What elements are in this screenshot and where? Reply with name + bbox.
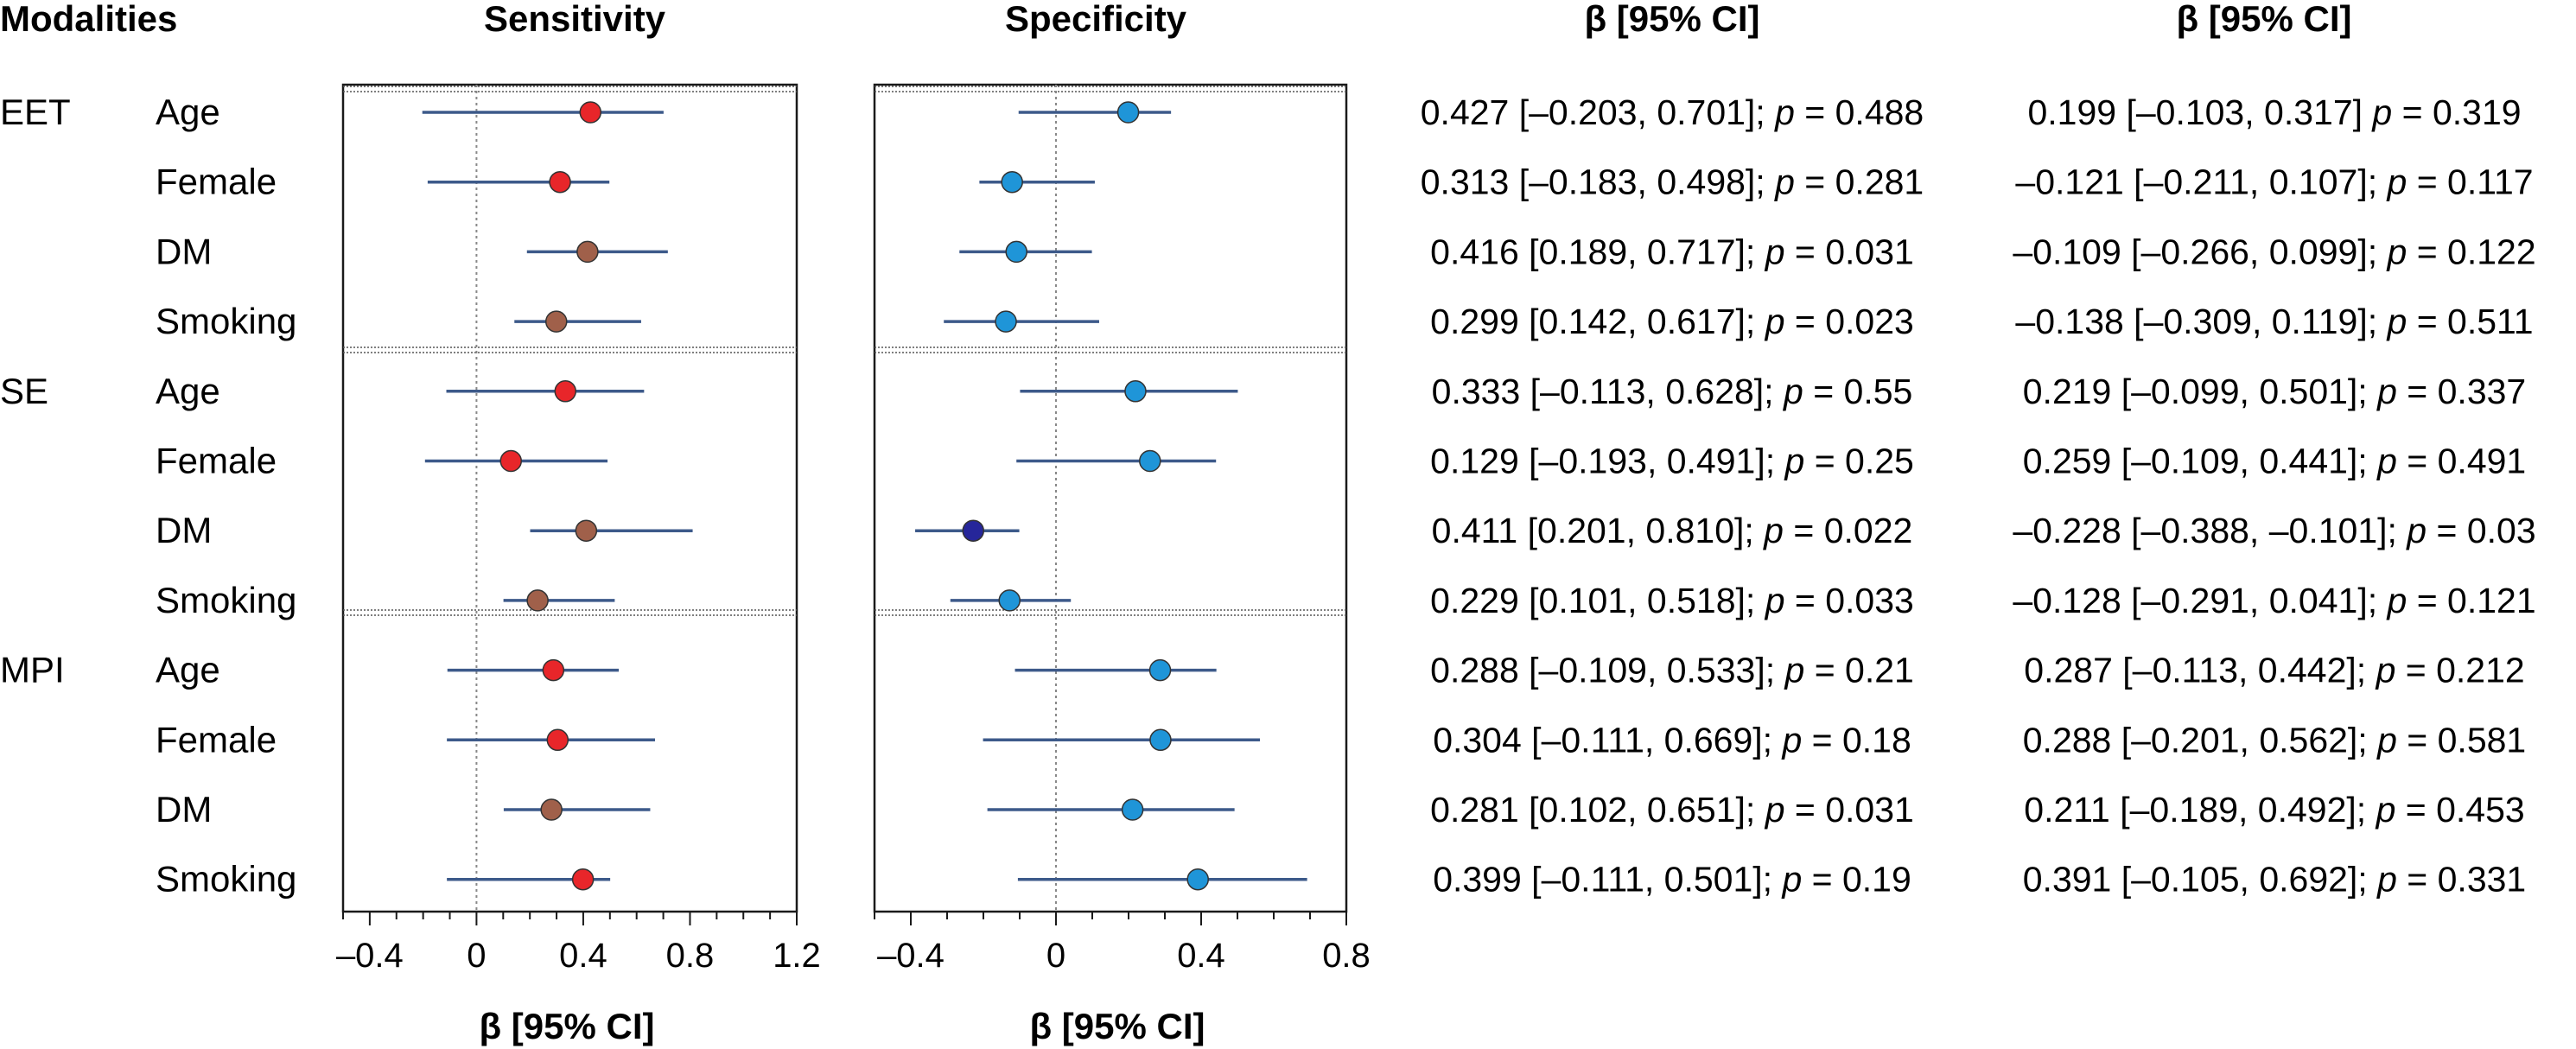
beta-cell-sensitivity: 0.288 [–0.109, 0.533]; p = 0.21 bbox=[1430, 651, 1914, 690]
point-estimate-marker bbox=[571, 868, 595, 891]
point-estimate-marker bbox=[575, 519, 598, 542]
beta-cell-sensitivity: 0.304 [–0.111, 0.669]; p = 0.18 bbox=[1433, 720, 1911, 760]
point-estimate-marker bbox=[1005, 240, 1027, 264]
point-estimate-marker bbox=[1148, 658, 1172, 682]
group-label: SE bbox=[0, 371, 48, 411]
beta-cell-sensitivity: 0.229 [0.101, 0.518]; p = 0.033 bbox=[1430, 581, 1914, 620]
row-labels: Age Female DM Smoking Age Female DM Smoking Age F… bbox=[0, 92, 296, 900]
beta-cell-sensitivity: 0.129 [–0.193, 0.491]; p = 0.25 bbox=[1430, 442, 1914, 481]
header-specificity: Specificity bbox=[1005, 0, 1187, 39]
point-estimate-marker bbox=[995, 310, 1017, 333]
row-label: Female bbox=[156, 162, 277, 202]
panel-frame bbox=[873, 83, 1348, 913]
point-estimate-marker bbox=[542, 658, 565, 682]
beta-table: 0.427 [–0.203, 0.701]; p = 0.488 0.199 [–… bbox=[1421, 92, 2536, 900]
beta-cell-specificity: 0.287 [–0.113, 0.442]; p = 0.212 bbox=[2024, 651, 2524, 690]
point-estimate-marker bbox=[579, 101, 602, 124]
row-label: Age bbox=[156, 92, 220, 132]
point-estimate-marker bbox=[499, 449, 522, 473]
x-tick-label: 0 bbox=[467, 937, 486, 975]
row-label: DM bbox=[156, 231, 212, 271]
x-tick-label: 0.4 bbox=[559, 937, 607, 975]
row-label: Smoking bbox=[156, 301, 296, 341]
beta-cell-sensitivity: 0.416 [0.189, 0.717]; p = 0.031 bbox=[1430, 232, 1914, 271]
x-tick-label: 0.8 bbox=[666, 937, 715, 975]
x-tick-label: –0.4 bbox=[877, 937, 945, 975]
point-estimate-marker bbox=[1139, 449, 1161, 473]
x-tick-label: 1.2 bbox=[773, 937, 821, 975]
x-tick-label: –0.4 bbox=[336, 937, 404, 975]
point-estimate-marker bbox=[545, 310, 568, 333]
row-label: Smoking bbox=[156, 580, 296, 620]
xlabel-specificity: β [95% CI] bbox=[1029, 1006, 1205, 1046]
beta-cell-specificity: –0.228 [–0.388, –0.101]; p = 0.03 bbox=[2013, 511, 2535, 550]
beta-cell-specificity: 0.288 [–0.201, 0.562]; p = 0.581 bbox=[2023, 720, 2526, 760]
row-label: Female bbox=[156, 719, 277, 760]
group-label: EET bbox=[0, 92, 71, 132]
beta-cell-specificity: –0.138 [–0.309, 0.119]; p = 0.511 bbox=[2015, 302, 2533, 341]
x-tick-label: 0 bbox=[1046, 937, 1065, 975]
point-estimate-marker bbox=[546, 728, 569, 752]
point-estimate-marker bbox=[554, 380, 576, 403]
beta-cell-specificity: 0.219 [–0.099, 0.501]; p = 0.337 bbox=[2023, 372, 2526, 411]
beta-cell-sensitivity: 0.299 [0.142, 0.617]; p = 0.023 bbox=[1430, 302, 1914, 341]
point-estimate-marker bbox=[1116, 101, 1140, 124]
beta-cell-sensitivity: 0.281 [0.102, 0.651]; p = 0.031 bbox=[1430, 790, 1914, 830]
point-estimate-marker bbox=[1121, 798, 1144, 821]
beta-cell-specificity: –0.128 [–0.291, 0.041]; p = 0.121 bbox=[2013, 581, 2535, 620]
sensitivity-panel: –0.4 0 0.4 0.8 1.2 bbox=[336, 83, 821, 975]
point-estimate-marker bbox=[1186, 868, 1209, 891]
row-label: Age bbox=[156, 371, 220, 411]
x-tick-label: 0.8 bbox=[1322, 937, 1371, 975]
point-estimate-marker bbox=[540, 798, 563, 821]
point-estimate-marker bbox=[576, 240, 599, 264]
beta-cell-specificity: 0.391 [–0.105, 0.692]; p = 0.331 bbox=[2023, 860, 2526, 900]
point-estimate-marker bbox=[998, 589, 1021, 612]
panel-frame bbox=[341, 83, 798, 913]
beta-cell-specificity: 0.211 [–0.189, 0.492]; p = 0.453 bbox=[2024, 790, 2524, 830]
row-label: Female bbox=[156, 441, 277, 481]
beta-cell-specificity: 0.259 [–0.109, 0.441]; p = 0.491 bbox=[2023, 442, 2526, 481]
beta-cell-specificity: 0.199 [–0.103, 0.317] p = 0.319 bbox=[2027, 92, 2521, 132]
beta-cell-sensitivity: 0.411 [0.201, 0.810]; p = 0.022 bbox=[1432, 511, 1913, 550]
point-estimate-marker bbox=[1149, 728, 1172, 752]
point-estimate-marker bbox=[526, 589, 549, 612]
header-beta-col1: β [95% CI] bbox=[1584, 0, 1759, 39]
beta-cell-sensitivity: 0.313 [–0.183, 0.498]; p = 0.281 bbox=[1421, 162, 1924, 202]
point-estimate-marker bbox=[962, 519, 984, 542]
point-estimate-marker bbox=[549, 170, 571, 194]
point-estimate-marker bbox=[1001, 170, 1023, 194]
row-label: Age bbox=[156, 650, 220, 690]
group-label: MPI bbox=[0, 650, 65, 690]
header-modalities: Modalities bbox=[0, 0, 177, 39]
header-sensitivity: Sensitivity bbox=[484, 0, 666, 39]
point-estimate-marker bbox=[1124, 380, 1147, 403]
row-label: Smoking bbox=[156, 859, 296, 900]
header-beta-col2: β [95% CI] bbox=[2176, 0, 2351, 39]
beta-cell-sensitivity: 0.333 [–0.113, 0.628]; p = 0.55 bbox=[1432, 372, 1913, 411]
x-tick-label: 0.4 bbox=[1177, 937, 1225, 975]
specificity-panel: –0.4 0 0.4 0.8 bbox=[873, 83, 1371, 975]
beta-cell-sensitivity: 0.427 [–0.203, 0.701]; p = 0.488 bbox=[1421, 92, 1924, 132]
beta-cell-specificity: –0.109 [–0.266, 0.099]; p = 0.122 bbox=[2013, 232, 2535, 271]
xlabel-sensitivity: β [95% CI] bbox=[479, 1006, 654, 1046]
beta-cell-sensitivity: 0.399 [–0.111, 0.501]; p = 0.19 bbox=[1433, 860, 1911, 900]
beta-cell-specificity: –0.121 [–0.211, 0.107]; p = 0.117 bbox=[2015, 162, 2533, 202]
row-label: DM bbox=[156, 510, 212, 550]
row-label: DM bbox=[156, 789, 212, 830]
